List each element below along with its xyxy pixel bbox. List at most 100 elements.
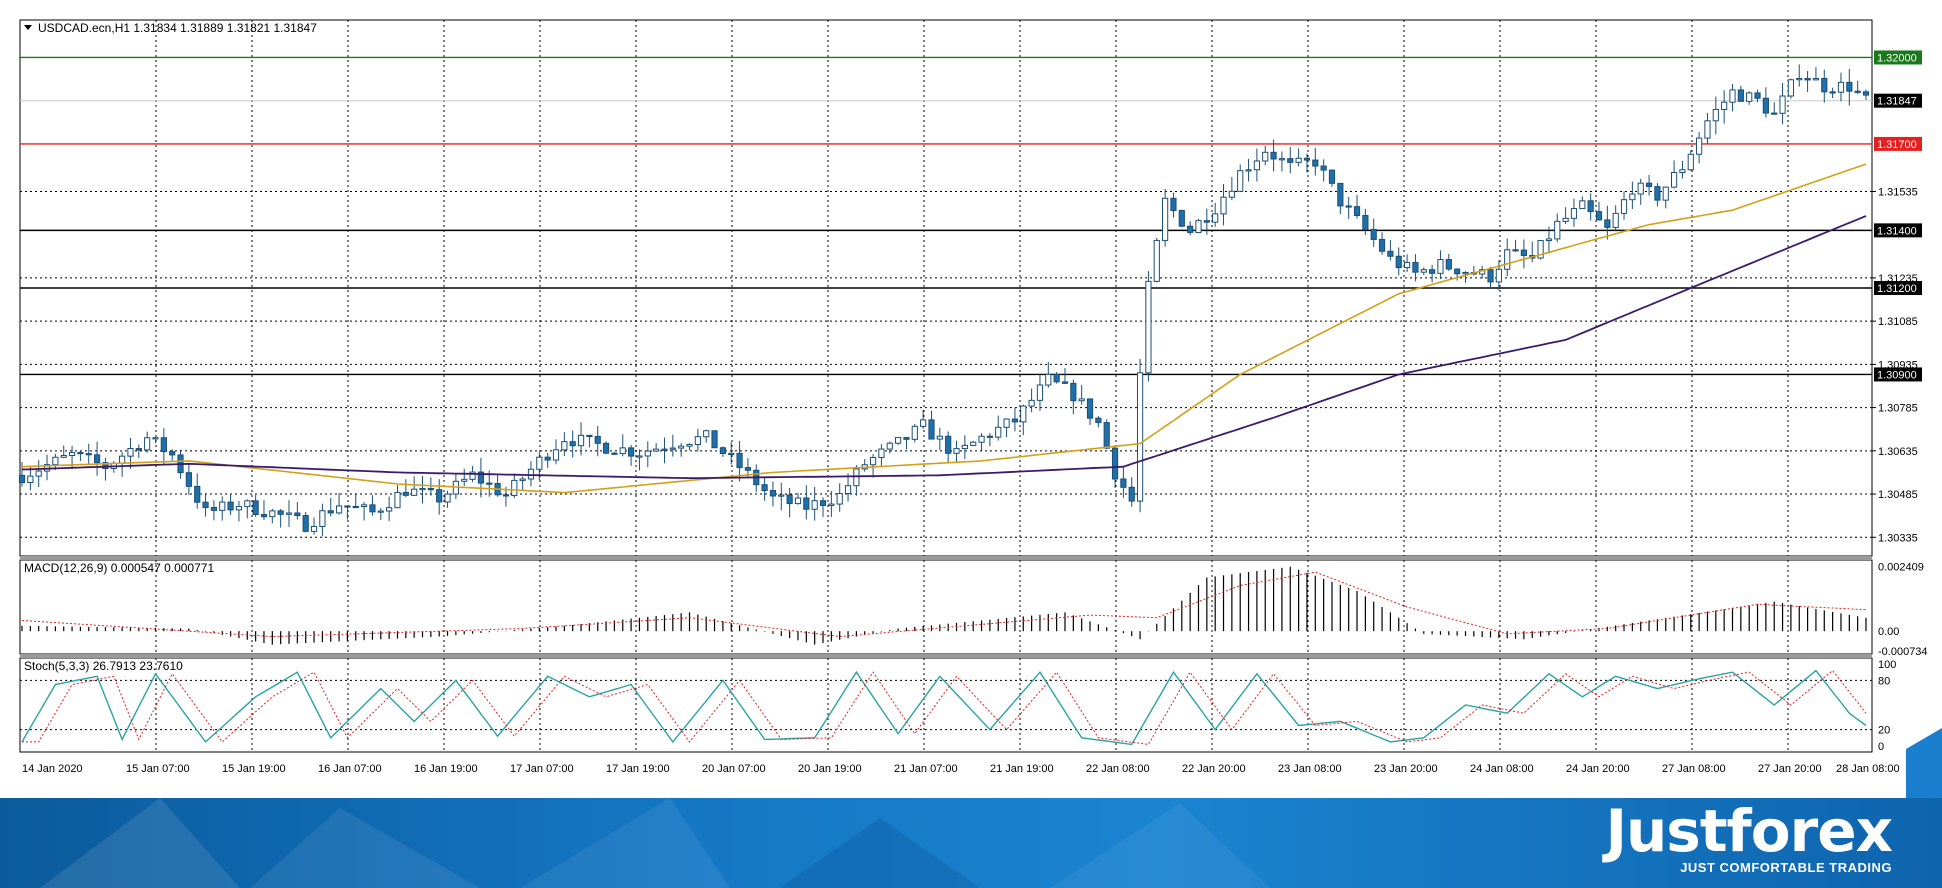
price-tick-label: 1.30635 bbox=[1878, 446, 1918, 458]
level-price-box bbox=[1874, 367, 1922, 382]
candle-body bbox=[561, 441, 568, 451]
candle-body bbox=[920, 419, 927, 427]
candle-body bbox=[1320, 165, 1327, 171]
candle-body bbox=[1554, 220, 1561, 240]
candle-body bbox=[669, 447, 676, 450]
candle-body bbox=[1170, 197, 1177, 212]
candle-body bbox=[953, 448, 960, 454]
candle-body bbox=[1136, 372, 1144, 502]
pane-separator bbox=[20, 654, 1872, 658]
candle-body bbox=[160, 437, 167, 453]
candle-body bbox=[1679, 169, 1686, 174]
candle-body bbox=[1687, 153, 1694, 171]
candle-body bbox=[1011, 418, 1019, 423]
justforex-logo[interactable]: Justforex JUST COMFORTABLE TRADING bbox=[1605, 800, 1893, 875]
candle-body bbox=[1545, 238, 1553, 242]
candle-body bbox=[210, 507, 218, 511]
candle-body bbox=[35, 470, 42, 477]
time-tick-label: 15 Jan 07:00 bbox=[126, 763, 190, 775]
candle-body bbox=[736, 452, 743, 469]
time-tick-label: 15 Jan 19:00 bbox=[222, 763, 286, 775]
price-tick-label: 1.30785 bbox=[1878, 403, 1918, 415]
candle-body bbox=[1846, 81, 1853, 92]
dropdown-triangle-icon[interactable] bbox=[24, 25, 32, 30]
candle-body bbox=[1337, 182, 1344, 207]
candle-body bbox=[1187, 225, 1194, 233]
candle-body bbox=[119, 455, 126, 464]
candle-body bbox=[1203, 220, 1210, 223]
candle-body bbox=[602, 442, 610, 454]
stoch-tick-label: 20 bbox=[1878, 725, 1890, 737]
candle-body bbox=[377, 510, 384, 513]
candle-body bbox=[93, 454, 101, 464]
candle-body bbox=[369, 504, 376, 513]
candle-body bbox=[552, 449, 560, 461]
stoch-tick-label: 100 bbox=[1878, 659, 1896, 671]
candle-body bbox=[895, 437, 902, 444]
candle-body bbox=[1520, 249, 1528, 256]
candle-body bbox=[1862, 91, 1870, 96]
candle-body bbox=[978, 435, 985, 443]
candle-body bbox=[319, 510, 326, 527]
candle-body bbox=[1729, 89, 1736, 103]
level-price-box bbox=[1874, 281, 1922, 295]
candle-body bbox=[1645, 182, 1653, 188]
candle-body bbox=[1212, 213, 1219, 223]
candle-body bbox=[411, 488, 418, 496]
candle-body bbox=[1120, 478, 1127, 488]
candle-body bbox=[694, 436, 701, 446]
candle-body bbox=[1003, 418, 1010, 428]
candle-body bbox=[185, 472, 192, 487]
candle-body bbox=[1287, 158, 1294, 163]
candle-body bbox=[527, 468, 535, 480]
logo-tagline: JUST COMFORTABLE TRADING bbox=[1680, 860, 1892, 875]
candle-body bbox=[486, 482, 493, 485]
candle-body bbox=[1045, 373, 1052, 386]
candle-body bbox=[285, 512, 293, 515]
candle-body bbox=[1537, 240, 1544, 259]
candle-body bbox=[102, 462, 109, 470]
candle-body bbox=[1487, 269, 1494, 283]
candle-body bbox=[1712, 108, 1719, 122]
candle-body bbox=[794, 497, 802, 505]
candle-body bbox=[711, 430, 718, 449]
candle-body bbox=[502, 494, 510, 497]
candle-body bbox=[853, 468, 860, 487]
time-tick-label: 28 Jan 08:00 bbox=[1836, 763, 1900, 775]
candle-body bbox=[1237, 170, 1244, 192]
candle-body bbox=[1629, 193, 1636, 201]
candle-body bbox=[1220, 196, 1227, 215]
candle-body bbox=[235, 506, 243, 511]
candle-body bbox=[277, 510, 284, 515]
candle-body bbox=[144, 437, 151, 451]
stoch-signal-line bbox=[22, 669, 1867, 745]
candle-body bbox=[252, 500, 259, 516]
candle-body bbox=[444, 493, 451, 503]
time-tick-label: 20 Jan 07:00 bbox=[702, 763, 766, 775]
candle-body bbox=[360, 504, 368, 507]
candle-body bbox=[352, 505, 359, 509]
candle-body bbox=[294, 512, 301, 517]
candle-body bbox=[394, 491, 401, 509]
macd-label: MACD(12,26,9) 0.000547 0.000771 bbox=[24, 561, 214, 575]
candle-body bbox=[1812, 77, 1820, 81]
candle-body bbox=[194, 485, 201, 503]
candle-body bbox=[769, 490, 777, 497]
candle-body bbox=[1620, 199, 1628, 214]
candle-body bbox=[1020, 405, 1027, 423]
candle-body bbox=[1278, 158, 1286, 161]
macd-tick-label: 0.002409 bbox=[1878, 561, 1924, 573]
macd-tick-label: 0.00 bbox=[1878, 626, 1899, 638]
candle-body bbox=[911, 425, 918, 440]
candle-body bbox=[1746, 92, 1753, 102]
candle-body bbox=[628, 447, 635, 457]
candle-body bbox=[661, 448, 668, 451]
candle-body bbox=[970, 441, 977, 446]
time-tick-label: 24 Jan 20:00 bbox=[1566, 763, 1630, 775]
stoch-label: Stoch(5,3,3) 26.7913 23.7610 bbox=[24, 659, 183, 673]
candle-body bbox=[1821, 77, 1828, 93]
candle-body bbox=[1395, 255, 1402, 269]
candle-body bbox=[77, 451, 84, 455]
candle-body bbox=[1162, 197, 1169, 241]
candle-body bbox=[60, 455, 67, 458]
